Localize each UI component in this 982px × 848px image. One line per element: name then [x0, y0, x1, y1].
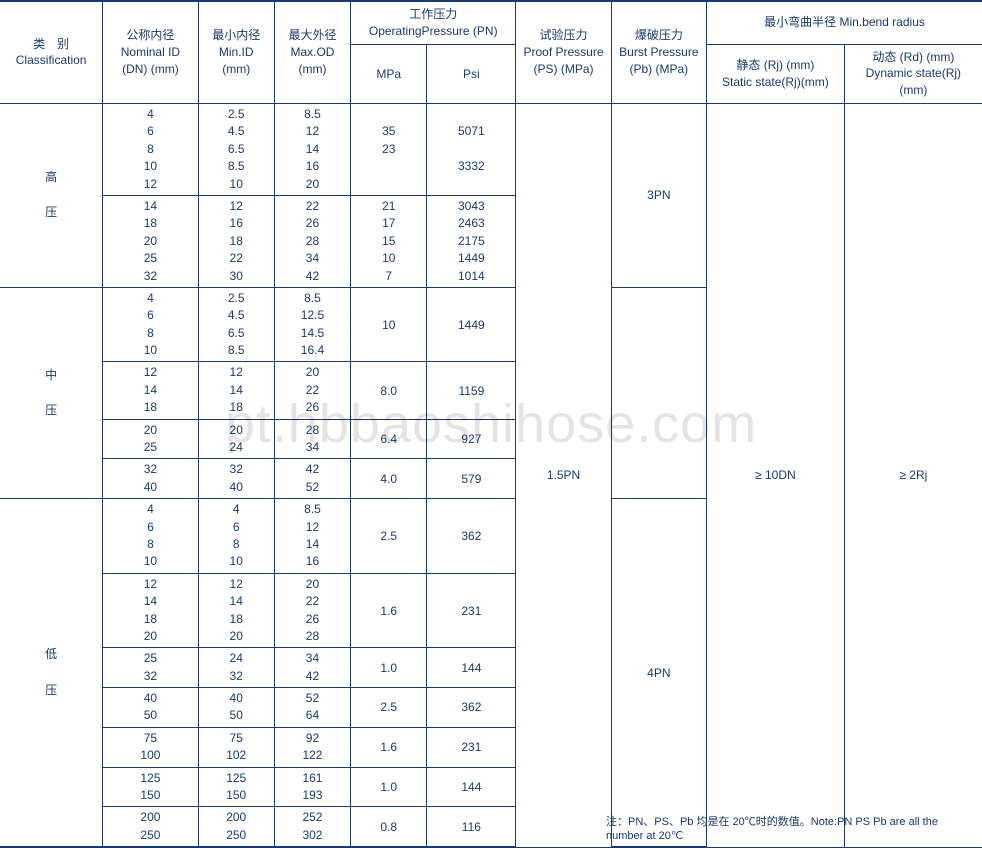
footnote: 注：PN、PS、Pb 均是在 20℃时的数值。Note:PN PS Pb are…: [602, 813, 972, 842]
hdr-dynamic: 动态 (Rd) (mm) Dynamic state(Rj) (mm): [844, 44, 982, 103]
table-row: 高 压 4681012 2.54.56.58.510 8.512141620 3…: [0, 103, 982, 195]
class-mid: 中 压: [0, 287, 103, 498]
hdr-bend-radius: 最小弯曲半径 Min.bend radius: [707, 1, 982, 44]
hdr-operating-pressure: 工作压力 OperatingPressure (PN): [351, 1, 516, 44]
hdr-mpa: MPa: [351, 44, 427, 103]
hdr-classification: 类 别 Classification: [0, 1, 103, 103]
spec-table: 类 别 Classification 公称内径 Nominal ID (DN) …: [0, 0, 982, 848]
hdr-psi: Psi: [427, 44, 516, 103]
class-low: 低 压: [0, 499, 103, 848]
hdr-nominal-id: 公称内径 Nominal ID (DN) (mm): [103, 1, 198, 103]
hdr-proof-pressure: 试验压力 Proof Pressure (PS) (MPa): [516, 1, 611, 103]
burst-high: 3PN: [611, 103, 706, 287]
static-value: ≥ 10DN: [707, 103, 845, 847]
burst-low: 4PN: [611, 499, 706, 848]
hdr-max-od: 最大外径 Max.OD (mm): [274, 1, 350, 103]
proof-pressure-value: 1.5PN: [516, 103, 611, 847]
class-high: 高 压: [0, 103, 103, 287]
hdr-static: 静态 (Rj) (mm) Static state(Rj)(mm): [707, 44, 845, 103]
dynamic-value: ≥ 2Rj: [844, 103, 982, 847]
hdr-min-id: 最小内径 Min.ID (mm): [198, 1, 274, 103]
hdr-burst-pressure: 爆破压力 Burst Pressure (Pb) (MPa): [611, 1, 706, 103]
